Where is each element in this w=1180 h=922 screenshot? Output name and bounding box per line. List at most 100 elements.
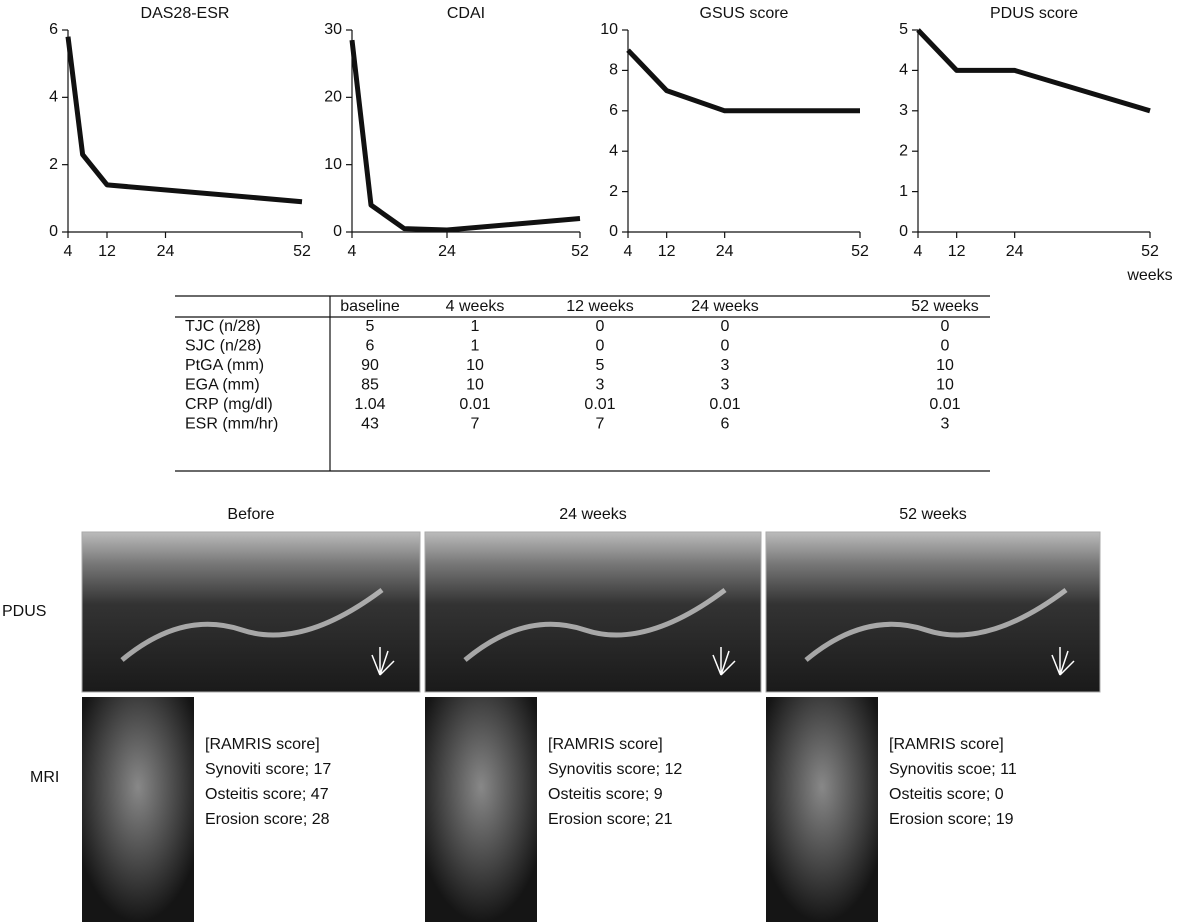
- panel-title: Before: [227, 506, 274, 523]
- y-tick-label: 30: [324, 21, 342, 38]
- table-cell: 85: [361, 377, 379, 394]
- ramris-line: Erosion score; 21: [548, 811, 673, 828]
- table-cell: 0.01: [459, 396, 490, 413]
- table-cell: 0.01: [929, 396, 960, 413]
- ultrasound-image: [82, 532, 420, 692]
- y-tick-label: 0: [333, 223, 342, 240]
- table-cell: 3: [721, 357, 730, 374]
- y-tick-label: 10: [324, 156, 342, 173]
- figure: DAS28-ESR02464122452CDAI010203042452GSUS…: [0, 0, 1180, 922]
- ramris-line: Synovitis score; 12: [548, 761, 682, 778]
- chart-title: GSUS score: [700, 5, 789, 22]
- y-tick-label: 20: [324, 89, 342, 106]
- ultrasound-image: [766, 532, 1100, 692]
- y-tick-label: 2: [899, 142, 908, 159]
- y-tick-label: 8: [609, 62, 618, 79]
- x-tick-label: 52: [1141, 243, 1159, 260]
- ramris-line: Erosion score; 19: [889, 811, 1014, 828]
- ramris-line: Erosion score; 28: [205, 811, 330, 828]
- table-header: 52 weeks: [911, 298, 979, 315]
- table-header: 24 weeks: [691, 298, 759, 315]
- row-label: CRP (mg/dl): [185, 396, 273, 413]
- table-cell: 43: [361, 416, 379, 433]
- table-cell: 3: [596, 377, 605, 394]
- ramris-line: Synovitis scoe; 11: [889, 761, 1017, 778]
- table-cell: 5: [366, 318, 375, 335]
- table-header: baseline: [340, 298, 400, 315]
- y-tick-label: 2: [49, 156, 58, 173]
- y-tick-label: 0: [609, 223, 618, 240]
- mri-image: [766, 697, 878, 922]
- y-tick-label: 6: [49, 21, 58, 38]
- table-cell: 7: [471, 416, 480, 433]
- y-tick-label: 6: [609, 102, 618, 119]
- x-tick-label: 24: [438, 243, 456, 260]
- ramris-line: Osteitis score; 9: [548, 786, 663, 803]
- y-tick-label: 2: [609, 183, 618, 200]
- mri-image: [425, 697, 537, 922]
- y-tick-label: 3: [899, 102, 908, 119]
- data-line: [918, 30, 1150, 111]
- table-cell: 10: [466, 357, 484, 374]
- ultrasound-image: [425, 532, 761, 692]
- row-label: PDUS: [2, 603, 46, 620]
- table-cell: 0: [941, 338, 950, 355]
- row-label: PtGA (mm): [185, 357, 264, 374]
- chart-title: PDUS score: [990, 5, 1078, 22]
- x-tick-label: 24: [716, 243, 734, 260]
- x-tick-label: 12: [948, 243, 966, 260]
- table-cell: 0: [596, 318, 605, 335]
- table-cell: 10: [936, 357, 954, 374]
- y-tick-label: 0: [49, 223, 58, 240]
- x-tick-label: 12: [98, 243, 116, 260]
- data-line: [628, 50, 860, 111]
- table-cell: 0: [721, 338, 730, 355]
- x-tick-label: 52: [571, 243, 589, 260]
- x-tick-label: 24: [1006, 243, 1024, 260]
- x-axis-label: weeks: [1126, 267, 1172, 284]
- ramris-line: Osteitis score; 47: [205, 786, 329, 803]
- x-tick-label: 4: [624, 243, 633, 260]
- ramris-heading: [RAMRIS score]: [889, 736, 1004, 753]
- x-tick-label: 4: [64, 243, 73, 260]
- data-line: [68, 37, 302, 202]
- table-cell: 0: [941, 318, 950, 335]
- table-header: 4 weeks: [446, 298, 505, 315]
- x-tick-label: 12: [658, 243, 676, 260]
- y-tick-label: 1: [899, 183, 908, 200]
- table-cell: 7: [596, 416, 605, 433]
- ramris-line: Osteitis score; 0: [889, 786, 1004, 803]
- x-tick-label: 52: [293, 243, 311, 260]
- y-tick-label: 4: [609, 142, 618, 159]
- panel-title: 24 weeks: [559, 506, 627, 523]
- table-cell: 6: [366, 338, 375, 355]
- row-label: TJC (n/28): [185, 318, 261, 335]
- chart-title: CDAI: [447, 5, 485, 22]
- x-tick-label: 52: [851, 243, 869, 260]
- table-cell: 0.01: [709, 396, 740, 413]
- table-cell: 0.01: [584, 396, 615, 413]
- table-cell: 10: [466, 377, 484, 394]
- table-cell: 1.04: [354, 396, 385, 413]
- row-label: EGA (mm): [185, 377, 260, 394]
- y-tick-label: 0: [899, 223, 908, 240]
- y-tick-label: 10: [600, 21, 618, 38]
- table-cell: 1: [471, 338, 480, 355]
- table-cell: 5: [596, 357, 605, 374]
- y-tick-label: 4: [49, 89, 58, 106]
- table-cell: 90: [361, 357, 379, 374]
- row-label: SJC (n/28): [185, 338, 261, 355]
- panel-title: 52 weeks: [899, 506, 967, 523]
- table-cell: 0: [721, 318, 730, 335]
- x-tick-label: 4: [914, 243, 923, 260]
- ramris-line: Synoviti score; 17: [205, 761, 331, 778]
- x-tick-label: 24: [157, 243, 175, 260]
- x-tick-label: 4: [348, 243, 357, 260]
- chart-title: DAS28-ESR: [141, 5, 230, 22]
- table-cell: 10: [936, 377, 954, 394]
- table-cell: 6: [721, 416, 730, 433]
- table-cell: 1: [471, 318, 480, 335]
- table-cell: 3: [941, 416, 950, 433]
- ramris-heading: [RAMRIS score]: [548, 736, 663, 753]
- row-label: MRI: [30, 769, 59, 786]
